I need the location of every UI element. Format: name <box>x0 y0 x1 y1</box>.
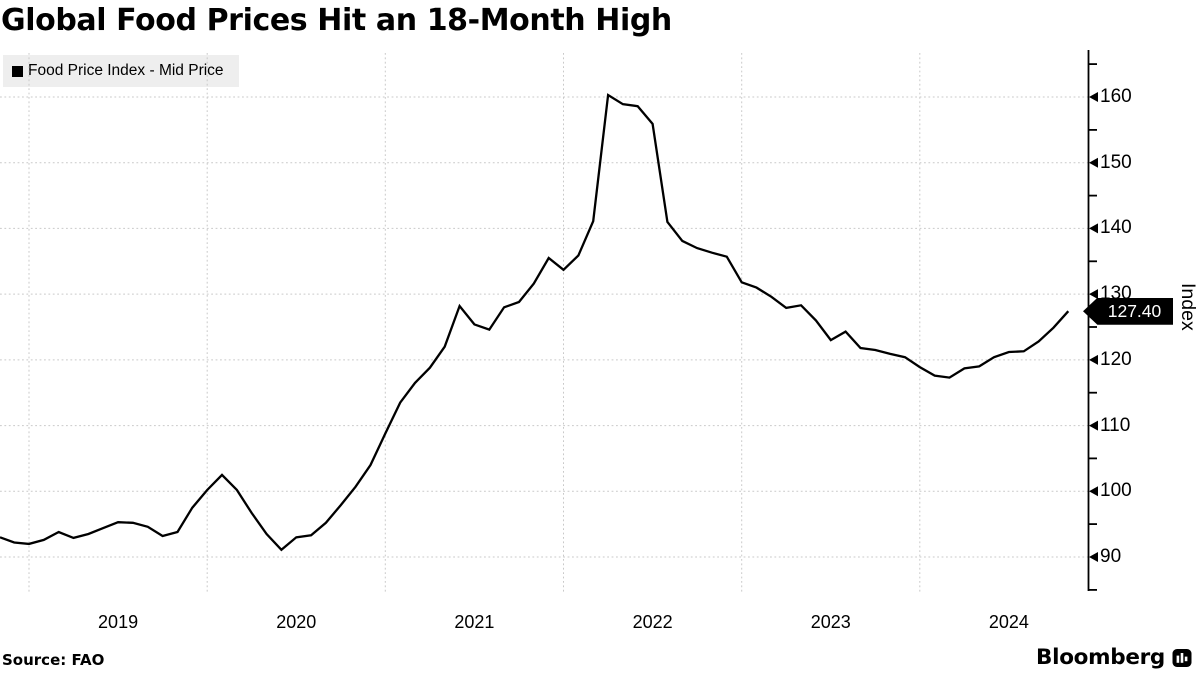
bloomberg-chart-icon <box>1172 648 1192 667</box>
x-tick-label: 2024 <box>988 612 1029 632</box>
y-axis-title: Index <box>1177 283 1199 331</box>
y-tick-label: 90 <box>1100 546 1122 567</box>
bloomberg-wordmark: Bloomberg <box>1036 645 1165 670</box>
y-major-tick-arrow <box>1089 486 1098 497</box>
legend-label: Food Price Index - Mid Price <box>28 62 224 79</box>
last-value-badge: 127.40 <box>1083 297 1173 325</box>
y-tick-label: 100 <box>1100 480 1132 502</box>
x-tick-label: 2023 <box>810 612 851 632</box>
price-line <box>0 93 1070 552</box>
y-major-tick-arrow <box>1089 289 1098 300</box>
y-major-tick-arrow <box>1089 552 1098 562</box>
y-tick-label: 110 <box>1100 414 1131 436</box>
x-tick-label: 2022 <box>632 612 673 632</box>
chart-title: Global Food Prices Hit an 18-Month High <box>1 3 672 38</box>
y-major-tick-arrow <box>1089 420 1098 431</box>
y-tick-label: 120 <box>1100 348 1132 370</box>
y-tick-label: 160 <box>1100 86 1132 107</box>
legend-swatch-icon <box>12 65 23 77</box>
x-tick-label: 2019 <box>98 612 139 632</box>
y-tick-label: 150 <box>1100 151 1132 173</box>
legend: Food Price Index - Mid Price <box>3 55 239 87</box>
y-major-tick-arrow <box>1089 92 1098 103</box>
x-tick-label: 2021 <box>454 612 495 632</box>
last-value-text: 127.40 <box>1107 300 1162 321</box>
y-major-tick-arrow <box>1089 157 1098 168</box>
x-tick-label: 2020 <box>276 612 317 632</box>
y-major-tick-arrow <box>1089 354 1098 365</box>
bloomberg-logo: Bloomberg <box>1036 645 1192 670</box>
source-note: Source: FAO <box>2 651 105 669</box>
y-major-tick-arrow <box>1089 223 1098 234</box>
y-tick-label: 140 <box>1100 217 1132 239</box>
